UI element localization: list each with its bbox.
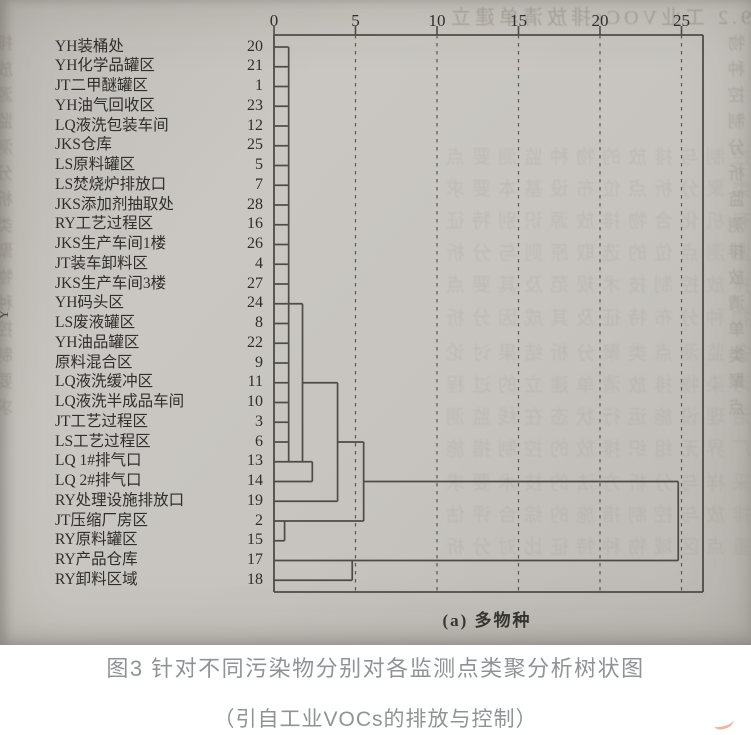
leaf-row: JKS添加剂抽取处 28: [0, 195, 263, 215]
leaf-row: LQ液洗包装车间 12: [0, 116, 263, 136]
leaf-row: RY工艺过程区 16: [0, 214, 263, 234]
leaf-label: JKS生产车间1楼: [55, 235, 167, 252]
leaf-label: YH码头区: [55, 294, 124, 312]
x-tick-label: 20: [591, 11, 609, 30]
leaf-row: RY产品仓库 17: [0, 550, 263, 570]
leaf-label: LS工艺过程区: [55, 432, 151, 450]
leaf-id: 16: [247, 215, 263, 233]
leaf-row: YH油品罐区 22: [0, 333, 263, 353]
leaf-row: LS焚烧炉排放口 7: [0, 175, 263, 195]
leaf-id: 9: [255, 353, 263, 371]
leaf-id: 7: [255, 175, 263, 193]
leaf-id: 26: [247, 235, 263, 252]
leaf-id: 2: [255, 511, 263, 529]
leaf-row: JT工艺过程区 3: [0, 412, 263, 432]
leaf-label: RY产品仓库: [55, 551, 138, 568]
leaf-label: YH油品罐区: [55, 333, 140, 351]
leaf-row: YH化学品罐区 21: [0, 56, 263, 76]
leaf-id: 27: [247, 274, 263, 292]
leaf-label: YH装桶处: [55, 37, 124, 55]
leaf-label: LQ液洗半成品车间: [55, 393, 185, 410]
leaf-label: JKS添加剂抽取处: [55, 195, 174, 213]
x-tick-label: 15: [510, 11, 527, 30]
leaf-label: 原料混合区: [55, 353, 133, 371]
leaf-id: 19: [247, 491, 263, 509]
leaf-row: LQ液洗半成品车间 10: [0, 392, 263, 412]
leaf-label: RY原料罐区: [55, 531, 138, 549]
leaf-id: 5: [255, 156, 263, 173]
panel-caption: (a) 多物种: [442, 611, 532, 630]
leaf-id: 21: [247, 57, 263, 75]
leaf-row: LS原料罐区 5: [0, 155, 263, 175]
leaf-id: 24: [247, 294, 263, 312]
x-tick-label: 5: [351, 11, 360, 30]
leaf-id: 15: [247, 531, 263, 549]
leaf-row: 原料混合区 9: [0, 353, 263, 373]
leaf-label: JT压缩厂房区: [55, 511, 149, 529]
leaf-id: 28: [247, 195, 263, 213]
leaf-row: JT装车卸料区 4: [0, 254, 263, 274]
leaf-id: 18: [247, 570, 263, 588]
leaf-row: JKS仓库 25: [0, 135, 263, 155]
figure-caption-area: 图3 针对不同污染物分别对各监测点类聚分析树状图 （引自工业VOCs的排放与控制…: [0, 645, 751, 735]
leaf-label: JKS仓库: [55, 136, 112, 154]
leaf-id: 4: [255, 254, 263, 272]
leaf-id: 13: [247, 452, 263, 470]
leaf-row: LS废液罐区 8: [0, 313, 263, 333]
leaf-label: RY处理设施排放口: [55, 491, 185, 509]
leaf-label: LQ液洗包装车间: [55, 116, 169, 134]
leaf-row: LQ 2#排气口 14: [0, 471, 263, 491]
leaf-id: 1: [255, 77, 263, 94]
figure-caption-source: （引自工业VOCs的排放与控制）: [213, 708, 538, 731]
leaf-label: RY工艺过程区: [55, 215, 154, 233]
leaf-row: RY原料罐区 15: [0, 530, 263, 550]
leaf-row: LQ 1#排气口 13: [0, 451, 263, 471]
leaf-id: 11: [247, 373, 263, 391]
leaf-id: 22: [247, 333, 263, 351]
leaf-id: 6: [255, 432, 263, 450]
figure-caption-title: 图3 针对不同污染物分别对各监测点类聚分析树状图: [106, 656, 645, 681]
leaf-id: 25: [247, 136, 263, 154]
leaf-label: LQ 1#排气口: [55, 452, 142, 470]
leaf-row: JT二甲醚罐区 1: [0, 76, 263, 96]
leaf-id: 8: [255, 314, 263, 331]
book-scan-region: 9.2 工业VOCs排放清单建立 排放源监测分析类聚物种控制要求 物种控制分析监…: [0, 0, 751, 645]
leaf-label: YH化学品罐区: [55, 57, 155, 75]
x-tick-label: 0: [269, 11, 279, 30]
leaf-row: LS工艺过程区 6: [0, 432, 263, 452]
leaf-label: YH油气回收区: [55, 96, 155, 114]
leaf-id: 14: [247, 472, 263, 489]
leaf-label: JKS生产车间3楼: [55, 274, 167, 292]
x-tick-label: 10: [428, 11, 446, 30]
leaf-label: JT工艺过程区: [55, 412, 149, 430]
leaf-label: JT装车卸料区: [55, 254, 149, 272]
leaf-id: 17: [247, 551, 263, 568]
leaf-id: 23: [247, 96, 263, 114]
leaf-row: YH装桶处 20: [0, 37, 263, 57]
leaf-label: LQ 2#排气口: [55, 472, 142, 489]
dendrogram-plot: [273, 26, 704, 593]
leaf-id: 10: [247, 393, 263, 410]
leaf-row: YH码头区 24: [0, 293, 263, 313]
leaf-label: RY卸料区域: [55, 570, 138, 588]
x-tick-label: 25: [673, 11, 690, 30]
leaf-row: RY处理设施排放口 19: [0, 491, 263, 511]
leaf-label: LS废液罐区: [55, 314, 136, 331]
leaf-row: YH油气回收区 23: [0, 96, 263, 116]
leaf-row: JKS生产车间3楼 27: [0, 274, 263, 294]
leaf-label: LQ液洗缓冲区: [55, 373, 154, 391]
leaf-row: JKS生产车间1楼 26: [0, 234, 263, 254]
leaf-label: LS原料罐区: [55, 156, 136, 173]
leaf-id: 12: [247, 116, 263, 134]
leaf-label: LS焚烧炉排放口: [55, 175, 167, 193]
leaf-label: JT二甲醚罐区: [55, 77, 149, 94]
leaf-id: 3: [255, 412, 263, 430]
leaf-row: JT压缩厂房区 2: [0, 511, 263, 531]
leaf-row: RY卸料区域 18: [0, 570, 263, 590]
leaf-row: LQ液洗缓冲区 11: [0, 372, 263, 392]
leaf-id: 20: [247, 37, 263, 55]
